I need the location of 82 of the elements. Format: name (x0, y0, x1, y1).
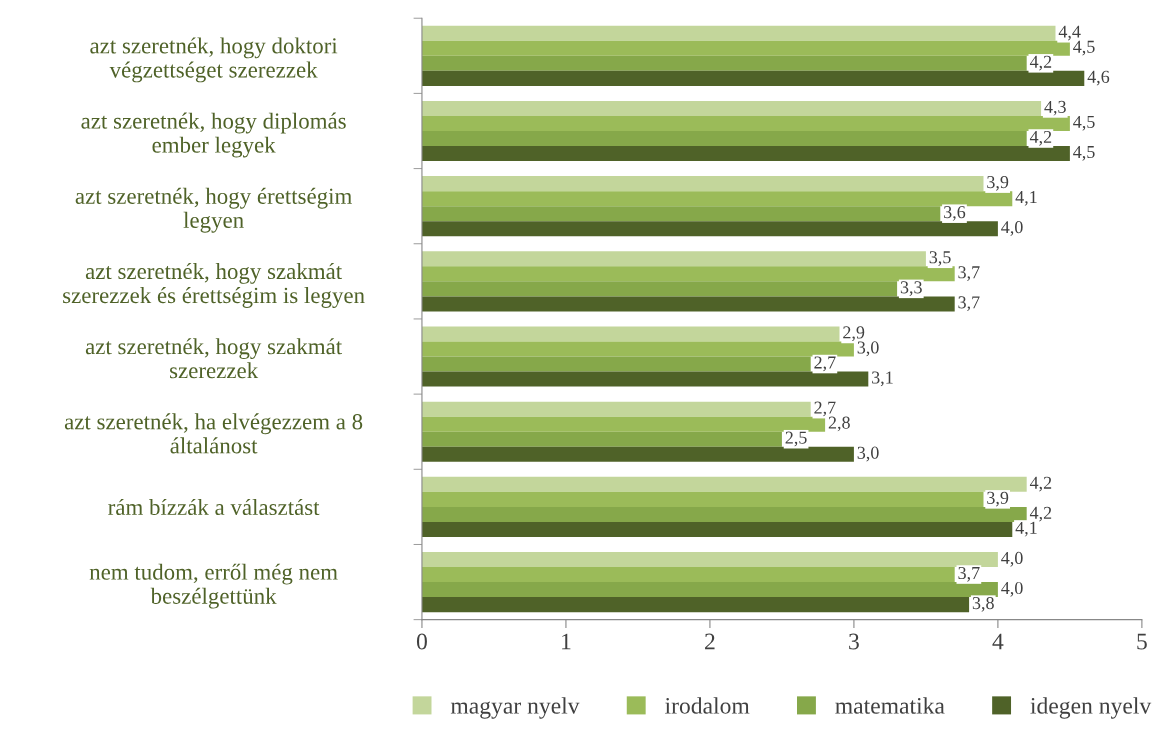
bar (421, 25, 1056, 41)
data-label: 4,1 (1015, 521, 1037, 537)
bar (421, 130, 1027, 147)
legend-label: irodalom (665, 697, 750, 714)
data-label: 4,1 (1015, 191, 1037, 206)
bar (421, 70, 1085, 86)
bar (421, 146, 1070, 162)
bar (421, 100, 1042, 116)
data-label: 2,9 (843, 326, 865, 342)
bar (421, 597, 970, 613)
bar (421, 446, 854, 462)
y-tick-label: azt szeretnék, hogy diplomás ember legyek (81, 112, 346, 158)
bar (421, 266, 955, 282)
y-tick-label: azt szeretnék, hogy érettségim legyen (75, 187, 352, 233)
y-tick-label: nem tudom, erről még nem beszélgettünk (89, 563, 338, 609)
bar (421, 341, 854, 357)
y-tick-label: rám bízzák a választást (108, 498, 320, 516)
data-label: 4,0 (1001, 581, 1023, 597)
bar (421, 326, 840, 342)
x-tick-label: 3 (849, 633, 859, 650)
x-tick-label: 5 (1137, 633, 1147, 650)
data-label: 3,0 (857, 446, 879, 462)
data-label: 4,5 (1073, 115, 1095, 131)
bar (421, 551, 998, 568)
data-label: 4,2 (1029, 130, 1052, 146)
bar (421, 416, 826, 432)
data-label: 3,0 (857, 341, 879, 357)
data-label: 3,8 (972, 596, 994, 612)
data-label: 3,7 (958, 266, 980, 281)
data-label: 4,0 (1001, 551, 1023, 567)
data-label: 2,7 (814, 356, 836, 372)
data-label: 4,2 (1029, 476, 1052, 492)
x-tick-label: 0 (416, 633, 427, 650)
data-label: 3,9 (987, 491, 1009, 507)
bar (421, 506, 1027, 522)
data-label: 4,2 (1029, 55, 1052, 71)
bar (421, 476, 1027, 492)
data-label: 4,5 (1073, 40, 1095, 56)
bar (421, 371, 869, 387)
bar (421, 431, 782, 447)
bar (421, 176, 984, 192)
legend-label: matematika (835, 697, 945, 714)
data-label: 3,6 (944, 206, 966, 221)
x-tick-label: 1 (562, 633, 571, 650)
bar (421, 55, 1027, 71)
data-label: 4,4 (1058, 25, 1081, 41)
y-tick-label: azt szeretnék, hogy szakmát szerezzek (85, 338, 343, 379)
data-label: 3,7 (958, 296, 980, 312)
data-label: 2,8 (828, 416, 850, 432)
data-label: 3,7 (958, 566, 980, 582)
data-label: 3,1 (872, 371, 893, 387)
bar (421, 281, 898, 297)
bar (421, 40, 1070, 56)
data-label: 3,3 (900, 281, 922, 296)
bar (421, 521, 1013, 537)
data-label: 2,5 (785, 431, 807, 447)
bar (421, 221, 998, 237)
data-label: 4,3 (1044, 100, 1066, 116)
data-label: 3,5 (929, 251, 951, 266)
data-label: 4,2 (1029, 506, 1052, 522)
bar (421, 356, 811, 372)
x-tick-label: 2 (705, 633, 715, 650)
bar (421, 115, 1070, 131)
y-tick-label: azt szeretnék, hogy szakmát szerezzek és érettségim is legyen (63, 262, 365, 308)
bar (421, 401, 811, 417)
x-tick-label: 4 (992, 633, 1004, 650)
legend-label: magyar nyelv (450, 697, 580, 719)
bar (421, 582, 998, 598)
legend-label: idegen nyelv (1030, 697, 1152, 719)
bar (421, 206, 941, 222)
bar (421, 491, 984, 507)
bar (421, 191, 1013, 207)
bar (421, 296, 955, 312)
data-label: 3,9 (987, 176, 1009, 191)
bar (421, 251, 926, 267)
data-label: 2,7 (814, 401, 836, 417)
y-tick-label: azt szeretnék, ha elvégezzem a 8 általánost (64, 413, 363, 454)
data-label: 4,6 (1087, 70, 1110, 86)
y-tick-label: azt szeretnék, hogy doktori végzettséget szerezzek (90, 37, 338, 83)
data-label: 4,5 (1073, 146, 1095, 161)
bar (421, 567, 955, 583)
data-label: 4,0 (1001, 221, 1023, 236)
